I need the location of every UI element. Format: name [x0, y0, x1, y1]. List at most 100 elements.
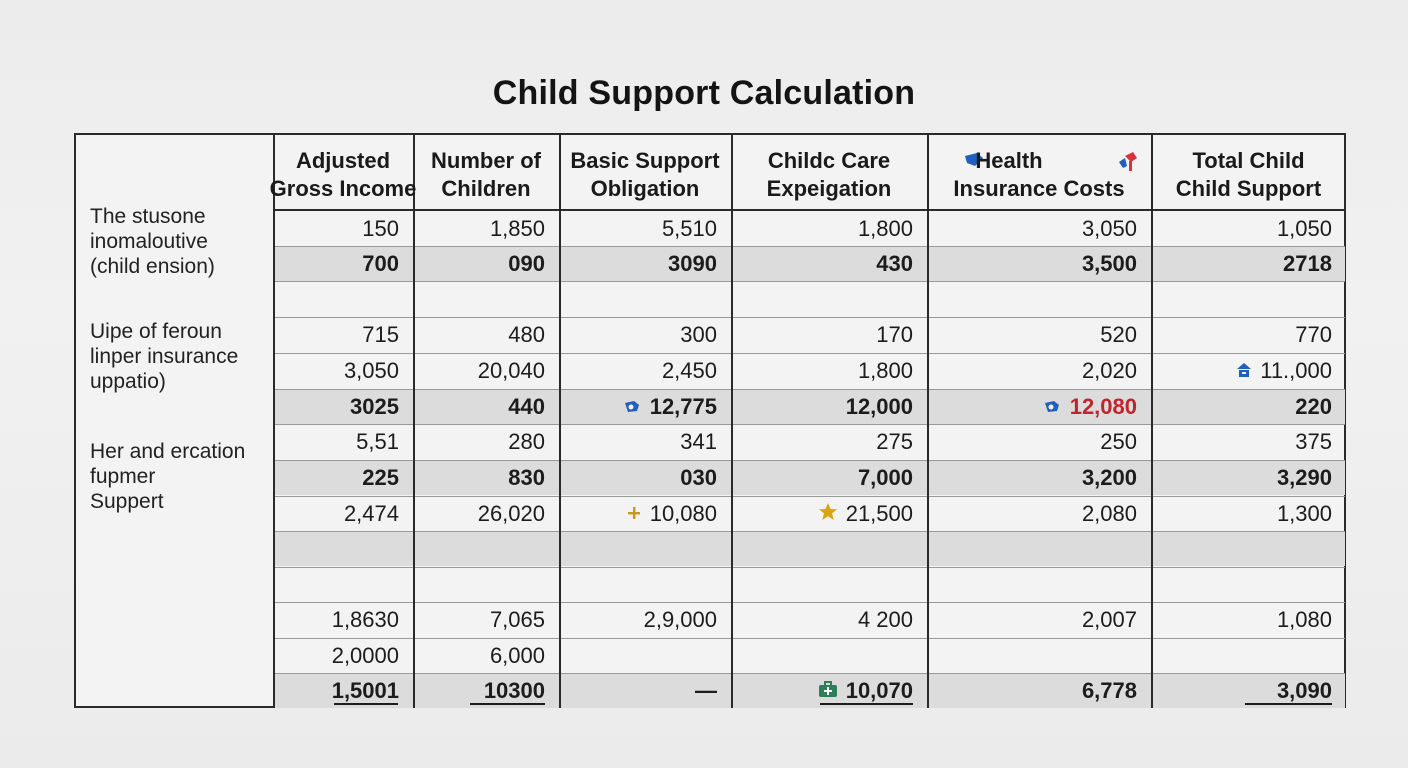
- header-basic-support-obligation: Basic Support Obligation: [559, 142, 731, 208]
- row-label-group: Uipe of feroun linper insurance uppatio): [90, 319, 238, 394]
- table-cell: 440: [415, 389, 545, 424]
- table-cell: 3,200: [929, 460, 1137, 495]
- table-cell: 3,500: [929, 246, 1137, 281]
- row-label-line: The stusone: [90, 205, 206, 228]
- header-line: Number of: [431, 148, 541, 173]
- table-cell: 1,300: [1153, 496, 1332, 531]
- cell-value: 1,5001: [331, 678, 399, 703]
- table-cell: 715: [275, 317, 399, 352]
- cell-value: 10,080: [649, 501, 717, 526]
- cell-value: 1,800: [857, 358, 913, 383]
- cell-value: 030: [680, 465, 717, 490]
- row-label-line: Uipe of feroun: [90, 320, 222, 343]
- cell-value: 2,474: [343, 501, 399, 526]
- table-cell: [415, 567, 545, 602]
- cell-value: 830: [508, 465, 545, 490]
- table-cell: 1,800: [733, 211, 913, 246]
- table-cell: 225: [275, 460, 399, 495]
- droplet-icon: [622, 389, 642, 424]
- row-band: [275, 673, 1345, 708]
- table-cell: 341: [561, 424, 717, 459]
- column-divider: [731, 133, 733, 708]
- row-label-group: The stusone inomaloutive (child ension): [90, 204, 215, 279]
- cell-value: 440: [508, 394, 545, 419]
- table-cell: 1,080: [1153, 602, 1332, 637]
- cell-value: 7,000: [857, 465, 913, 490]
- cell-value: 2,450: [661, 358, 717, 383]
- row-divider: [275, 567, 1345, 568]
- star-icon: [818, 496, 838, 531]
- header-line: Expeigation: [766, 176, 892, 201]
- row-divider: [275, 246, 1345, 247]
- table-cell: 12,775: [561, 389, 717, 424]
- cell-value: 2,0000: [331, 643, 399, 668]
- header-line: Health: [939, 147, 1139, 175]
- table-cell: 1,050: [1153, 211, 1332, 246]
- cell-value: 341: [680, 429, 717, 454]
- table-cell: 10,070: [733, 673, 913, 708]
- cell-value: 280: [508, 429, 545, 454]
- pin-icon: [1119, 152, 1137, 171]
- cell-value: 3,090: [1276, 678, 1332, 703]
- cell-value: 090: [508, 251, 545, 276]
- row-label-line: linper insurance: [90, 345, 239, 368]
- table-cell: 7,065: [415, 602, 545, 637]
- column-divider: [273, 133, 275, 708]
- table-cell: 26,020: [415, 496, 545, 531]
- table-cell: [1153, 638, 1332, 673]
- table-cell: 2,0000: [275, 638, 399, 673]
- table-cell: 2,020: [929, 353, 1137, 388]
- header-number-of-children: Number of Children: [413, 142, 559, 208]
- row-band: [275, 246, 1345, 281]
- row-label-line: uppatio): [90, 370, 166, 393]
- table-cell: [733, 567, 913, 602]
- table-cell: 280: [415, 424, 545, 459]
- total-underline: [820, 703, 913, 705]
- table-cell: 11.,000: [1153, 353, 1332, 388]
- row-divider: [275, 389, 1345, 390]
- table-cell: 2718: [1153, 246, 1332, 281]
- table-cell: 770: [1153, 317, 1332, 352]
- cell-value: 700: [362, 251, 399, 276]
- header-line: Childc Care: [767, 148, 891, 173]
- table-cell: 7,000: [733, 460, 913, 495]
- cell-value: 1,800: [857, 216, 913, 241]
- table-cell: 300: [561, 317, 717, 352]
- table-cell: 170: [733, 317, 913, 352]
- cell-value: 1,050: [1276, 216, 1332, 241]
- table-cell: 250: [929, 424, 1137, 459]
- row-band: [275, 389, 1345, 424]
- cell-value: 12,000: [845, 394, 913, 419]
- table-cell: 20,040: [415, 353, 545, 388]
- column-divider: [559, 133, 561, 708]
- table-cell: 430: [733, 246, 913, 281]
- row-label-line: Her and ercation: [90, 440, 246, 463]
- table-cell: 1,5001: [275, 673, 399, 708]
- cell-value: 10,070: [845, 678, 913, 703]
- cell-value: 480: [508, 322, 545, 347]
- cell-value: 300: [680, 322, 717, 347]
- row-divider: [275, 281, 1345, 282]
- row-label-group: Her and ercation fupmer Suppert: [90, 439, 245, 514]
- table-cell: 2,474: [275, 496, 399, 531]
- cell-value: 5,510: [661, 216, 717, 241]
- header-total-child-support: Total Child Child Support: [1151, 142, 1346, 208]
- table-cell: [929, 531, 1137, 566]
- row-divider: [275, 496, 1345, 497]
- row-divider: [275, 460, 1345, 461]
- cell-value: —: [695, 678, 717, 703]
- cell-value: 2718: [1283, 251, 1332, 276]
- cell-value: 1,080: [1276, 607, 1332, 632]
- table-cell: [1153, 567, 1332, 602]
- cell-value: 375: [1295, 429, 1332, 454]
- flag-icon: [965, 153, 983, 166]
- table-cell: [275, 531, 399, 566]
- cell-value: 715: [362, 322, 399, 347]
- header-divider: [275, 209, 1345, 211]
- table-cell: [415, 531, 545, 566]
- header-line: Gross Income: [269, 176, 417, 201]
- cell-value: 275: [876, 429, 913, 454]
- table-cell: [929, 638, 1137, 673]
- cell-value: 5,51: [356, 429, 399, 454]
- table-cell: —: [561, 673, 717, 708]
